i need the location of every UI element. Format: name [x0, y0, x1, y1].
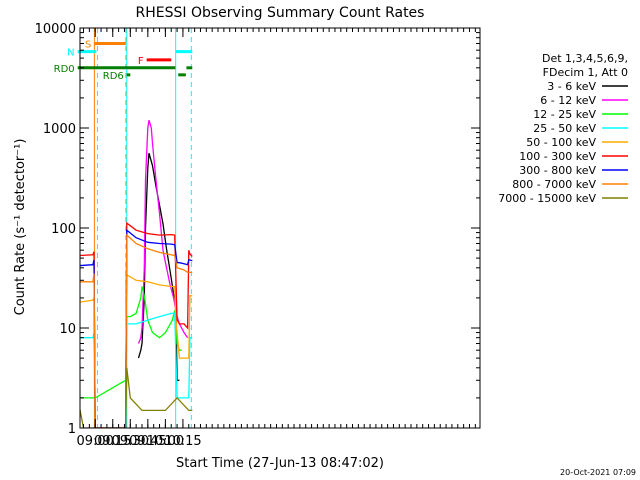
x-tick-label: 09:00	[76, 434, 113, 449]
x-tick-label: 09:30	[112, 434, 149, 449]
legend-entry-label: 300 - 800 keV	[519, 164, 596, 177]
legend: Det 1,3,4,5,6,9,FDecim 1, Att 03 - 6 keV…	[498, 52, 628, 205]
legend-entry-label: 800 - 7000 keV	[512, 178, 596, 191]
state-bar-label-0: S	[85, 39, 91, 50]
legend-entry-label: 50 - 100 keV	[526, 136, 596, 149]
y-tick-label: 10000	[35, 22, 76, 37]
series-group	[80, 119, 193, 428]
legend-entry-label: 6 - 12 keV	[540, 94, 596, 107]
x-tick-label: 09:45	[129, 434, 166, 449]
series-line-4	[80, 273, 193, 428]
x-axis-label: Start Time (27-Jun-13 08:47:02)	[176, 456, 384, 471]
x-tick-label: 10:00	[147, 434, 184, 449]
legend-entry-label: 25 - 50 keV	[533, 122, 596, 135]
state-bar-label-1: N	[67, 48, 74, 59]
y-tick-label: 1000	[43, 122, 76, 137]
series-line-2	[80, 286, 182, 399]
series-line-8	[80, 367, 193, 428]
y-axis: 1 10 100 1000 10000	[35, 22, 480, 437]
legend-entry-label: 12 - 25 keV	[533, 108, 596, 121]
y-tick-label: 10	[59, 322, 76, 337]
legend-entry-label: 3 - 6 keV	[547, 80, 596, 93]
legend-entry-label: 7000 - 15000 keV	[498, 192, 596, 205]
x-tick-label: 09:15	[94, 434, 131, 449]
legend-header-line: FDecim 1, Att 0	[543, 66, 628, 79]
state-bar-label-4: RD0	[54, 64, 75, 75]
state-bar-label-3: F	[138, 56, 144, 67]
state-bars: SN F RD0 RD6	[54, 39, 193, 82]
footer-timestamp: 20-Oct-2021 07:09	[560, 468, 636, 477]
series-line-7	[80, 233, 193, 428]
x-tick-label: 10:15	[164, 434, 201, 449]
y-tick-label: 100	[51, 222, 76, 237]
chart-title: RHESSI Observing Summary Count Rates	[136, 5, 425, 21]
legend-entry-label: 100 - 300 keV	[519, 150, 596, 163]
legend-header-line: Det 1,3,4,5,6,9,	[542, 52, 628, 65]
y-tick-label: 1	[68, 422, 76, 437]
state-bar-label-6: RD6	[103, 71, 124, 82]
axes-frame	[79, 27, 481, 429]
y-axis-label: Count Rate (s⁻¹ detector⁻¹)	[13, 139, 28, 316]
plot-area: SNFRD0RD611010010001000009:0009:1509:300…	[35, 22, 481, 449]
